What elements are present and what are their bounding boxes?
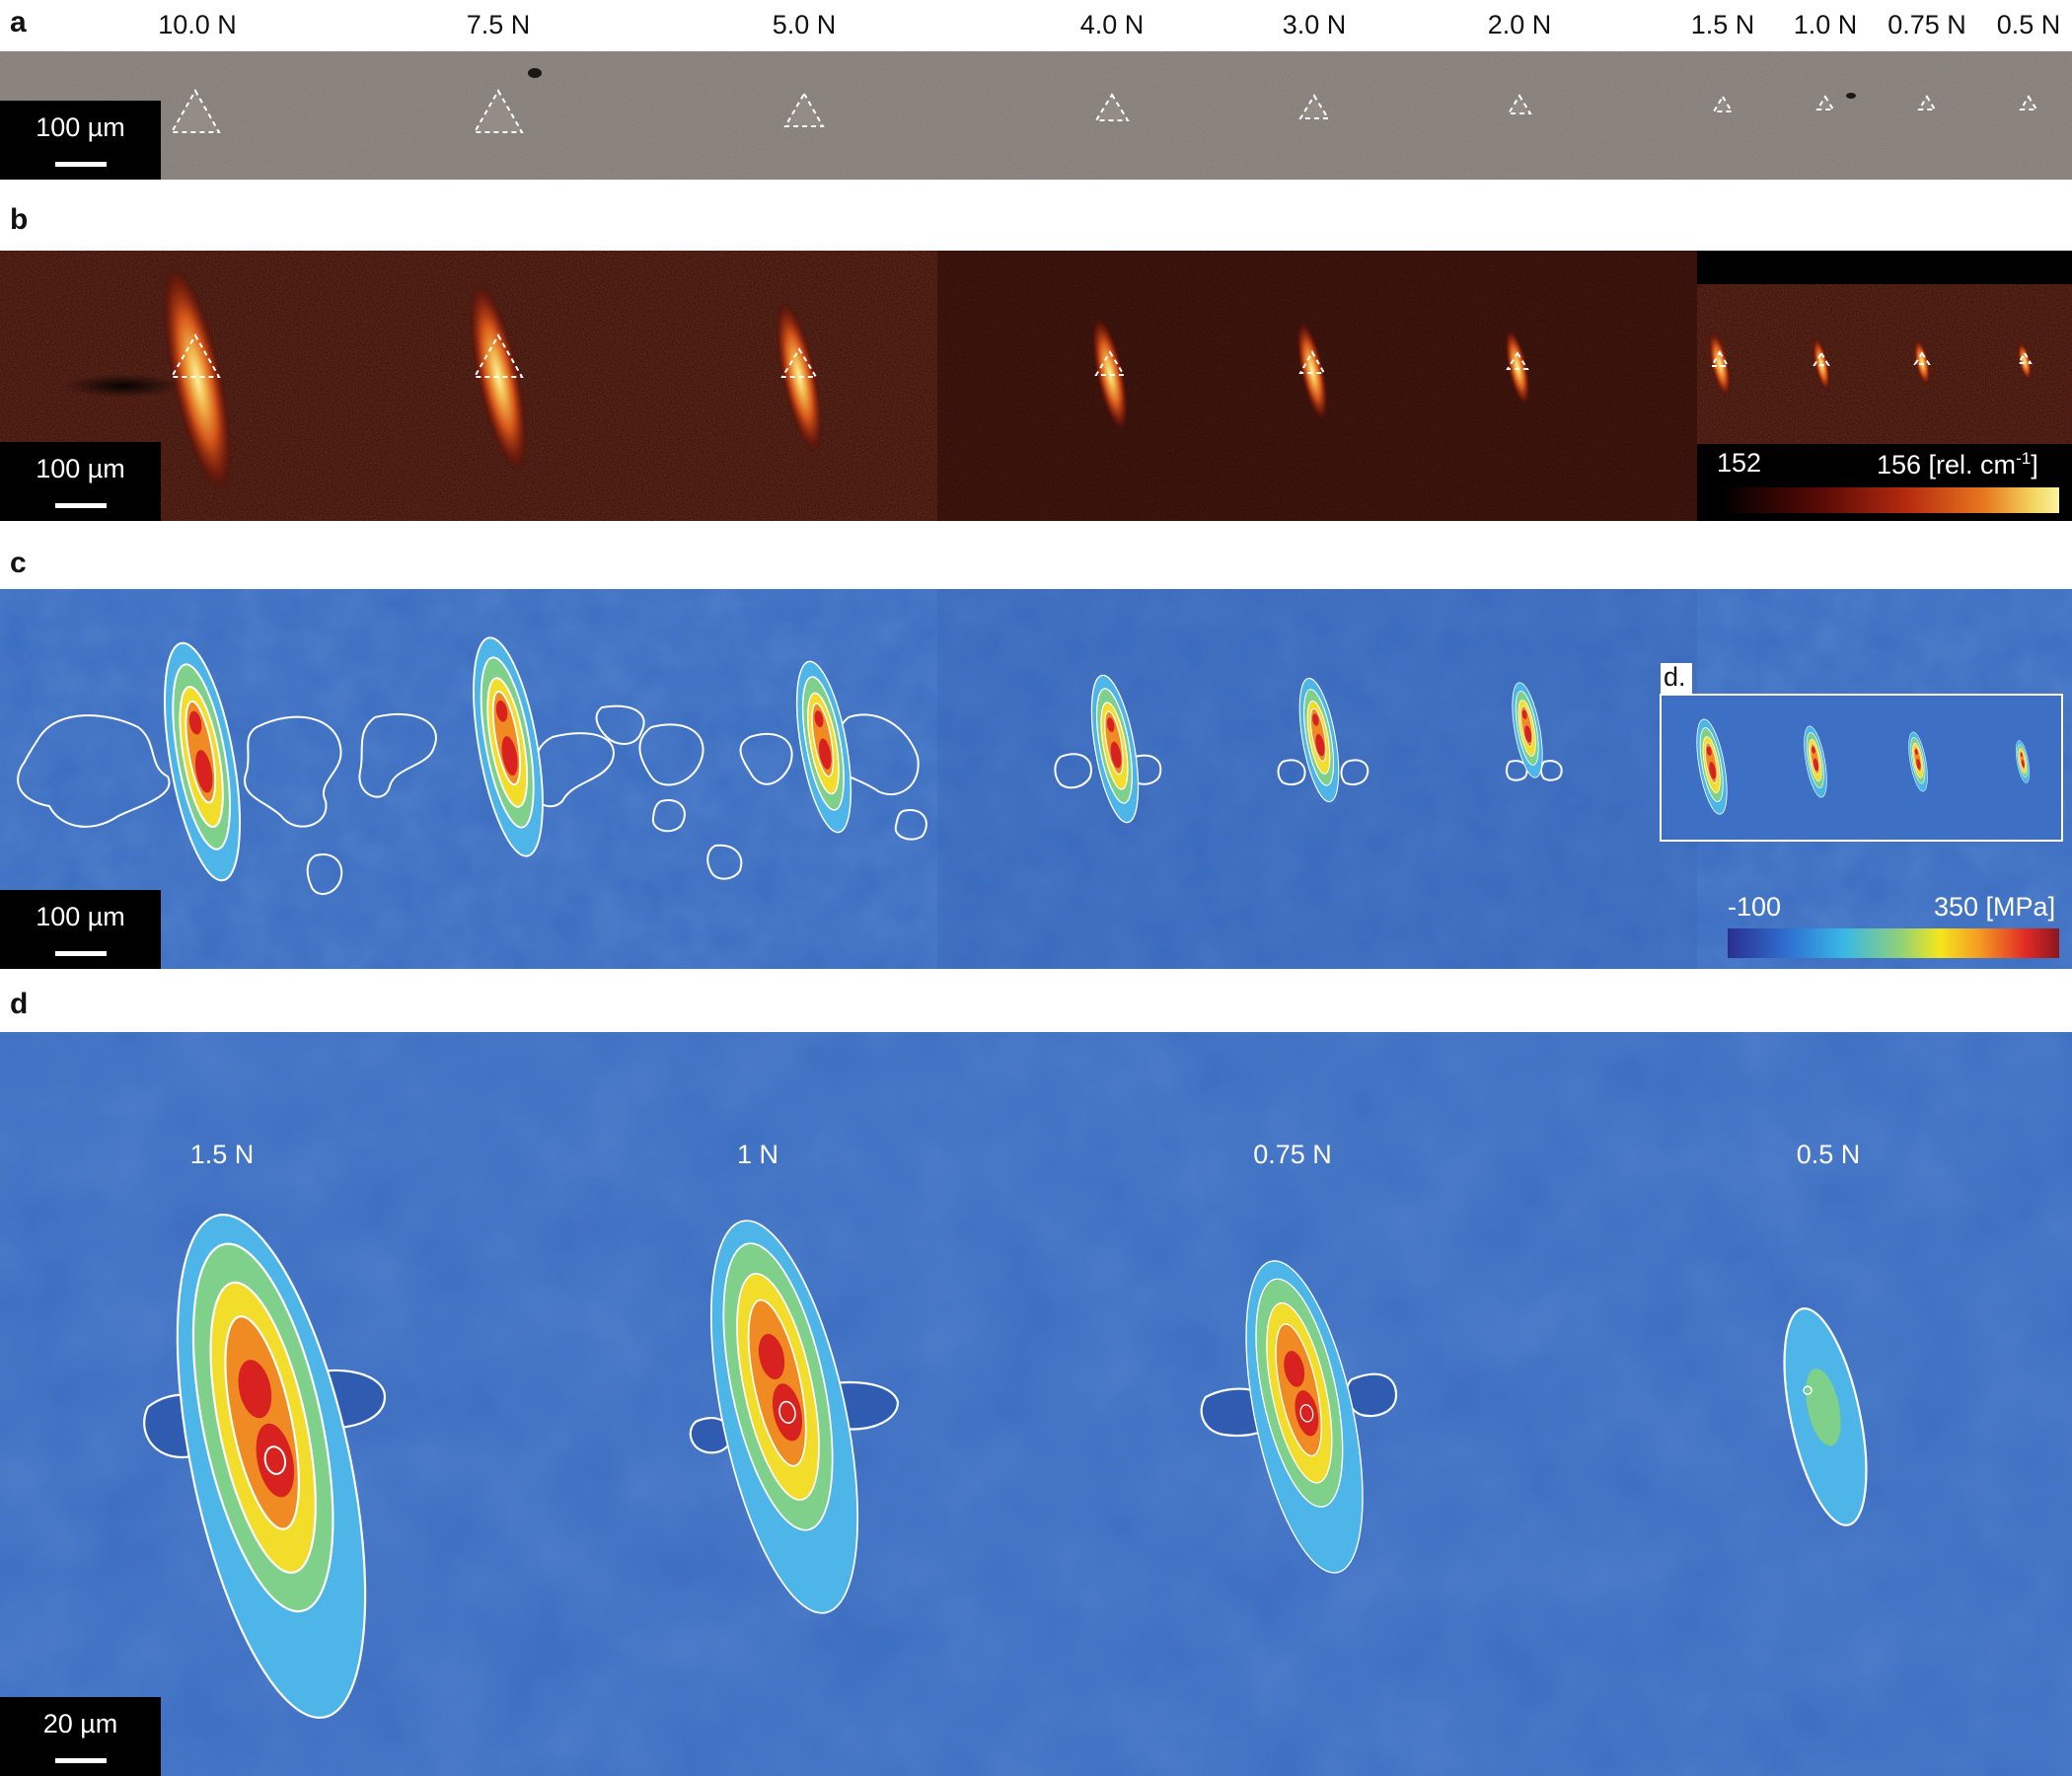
panel-c-stress-map <box>0 589 2072 969</box>
panel-b-colorbar-min: 152 <box>1717 448 1762 478</box>
panel-b-scale-bar-line <box>55 503 107 508</box>
panel-b-scale-bar: 100 µm <box>0 442 161 521</box>
force-label-0-75: 0.75 N <box>1887 10 1966 39</box>
force-label-5: 5.0 N <box>772 10 837 39</box>
panel-b-scale-bar-label: 100 µm <box>36 454 125 483</box>
panel-label-c: c <box>10 547 27 579</box>
panel-d-stress-map <box>0 1032 2072 1776</box>
panel-d-scale-bar-label: 20 µm <box>42 1709 118 1739</box>
panel-d-scale-bar-line <box>55 1758 107 1763</box>
panel-d-force-1: 1 N <box>736 1140 779 1169</box>
panel-c-colorbar-min: -100 <box>1728 892 1782 922</box>
panel-a-optical-image <box>0 51 2072 180</box>
force-label-3: 3.0 N <box>1282 10 1347 39</box>
panel-b-colorbar <box>1721 487 2059 513</box>
panel-c-colorbar-max: 350 [MPa] <box>1934 892 2056 922</box>
force-label-2: 2.0 N <box>1487 10 1552 39</box>
panel-a-scale-bar-line <box>55 162 107 167</box>
force-label-0-5: 0.5 N <box>1996 10 2061 39</box>
force-label-1: 1.0 N <box>1793 10 1858 39</box>
panel-c-colorbar <box>1728 928 2059 958</box>
panel-label-a: a <box>10 6 27 38</box>
panel-d-force-1-5: 1.5 N <box>189 1140 255 1169</box>
panel-c-scale-bar-line <box>55 951 107 956</box>
panel-a-scale-bar: 100 µm <box>0 101 161 180</box>
panel-b-colorbar-max-main: 156 [rel. cm <box>1877 450 2017 480</box>
force-label-10: 10.0 N <box>158 10 237 39</box>
panel-b-colorbar-max-sup: -1 <box>2016 449 2032 468</box>
panel-c-inset-label: d. <box>1664 662 1686 692</box>
panel-c-scale-bar: 100 µm <box>0 890 161 969</box>
panel-b-colorbar-max-close: ] <box>2031 450 2038 480</box>
panel-b-colorbar-max: 156 [rel. cm-1] <box>1877 450 2038 479</box>
panel-d-scale-bar: 20 µm <box>0 1697 161 1776</box>
force-label-7-5: 7.5 N <box>466 10 531 39</box>
force-label-4: 4.0 N <box>1079 10 1145 39</box>
panel-d-force-0-75: 0.75 N <box>1253 1140 1332 1169</box>
force-label-1-5: 1.5 N <box>1690 10 1755 39</box>
panel-label-b: b <box>10 203 29 236</box>
panel-b-raman-map <box>0 251 2072 521</box>
panel-a-scale-bar-label: 100 µm <box>36 112 125 142</box>
panel-d-force-0-5: 0.5 N <box>1796 1140 1861 1169</box>
panel-label-d: d <box>10 988 29 1020</box>
panel-c-scale-bar-label: 100 µm <box>36 902 125 931</box>
